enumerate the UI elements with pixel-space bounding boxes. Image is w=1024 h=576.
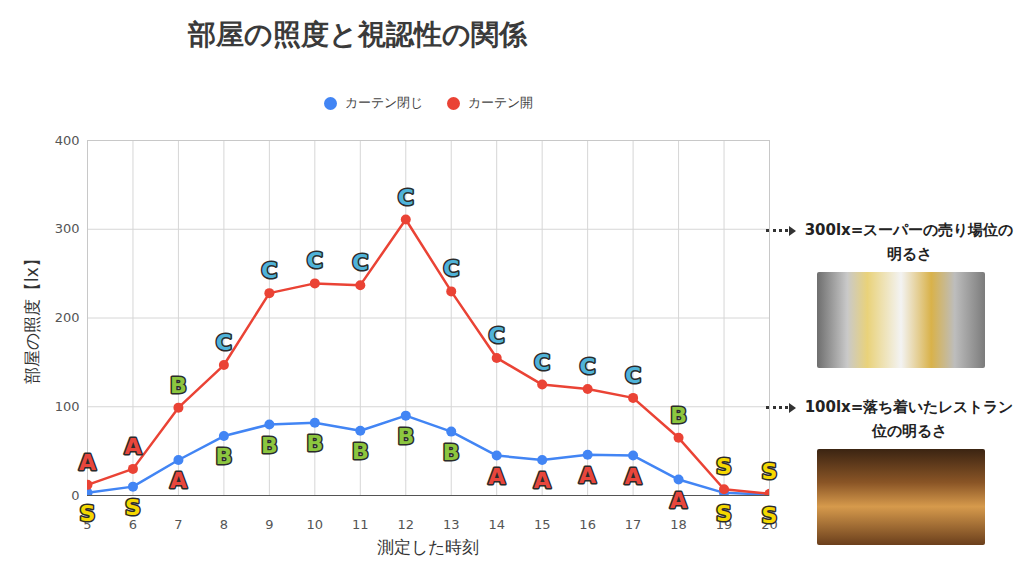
svg-text:C: C <box>443 256 459 281</box>
svg-text:C: C <box>398 185 414 210</box>
svg-text:18: 18 <box>670 517 687 532</box>
svg-text:7: 7 <box>174 517 182 532</box>
html-text:測定した時刻: 測定した時刻 <box>377 537 479 557</box>
html-text:300lx=スーパーの売り場位の明るさ: 300lx=スーパーの売り場位の明るさ <box>804 220 1014 263</box>
svg-text:17: 17 <box>625 517 642 532</box>
svg-text:9: 9 <box>265 517 273 532</box>
svg-text:300: 300 <box>55 221 80 236</box>
svg-text:B: B <box>216 444 233 469</box>
svg-text:B: B <box>352 439 369 464</box>
svg-text:15: 15 <box>534 517 551 532</box>
svg-text:400: 400 <box>55 133 80 148</box>
svg-text:A: A <box>579 463 596 488</box>
svg-text:A: A <box>670 488 687 513</box>
html-text:部屋の照度【lx】: 部屋の照度【lx】 <box>21 250 42 384</box>
svg-text:A: A <box>534 468 551 493</box>
svg-text:200: 200 <box>55 310 80 325</box>
svg-text:B: B <box>261 433 278 458</box>
svg-text:S: S <box>716 501 732 526</box>
svg-text:B: B <box>397 424 414 449</box>
svg-text:16: 16 <box>579 517 596 532</box>
svg-text:14: 14 <box>488 517 505 532</box>
svg-text:0: 0 <box>71 488 79 503</box>
html-text:部屋の照度と視認性の関係: 部屋の照度と視認性の関係 <box>188 18 527 51</box>
svg-text:C: C <box>489 323 505 348</box>
html-text:カーテン開: カーテン開 <box>467 95 533 110</box>
svg-text:100: 100 <box>55 399 80 414</box>
svg-text:B: B <box>443 440 460 465</box>
svg-text:A: A <box>625 464 642 489</box>
svg-text:13: 13 <box>443 517 460 532</box>
svg-text:B: B <box>170 373 187 398</box>
svg-text:6: 6 <box>128 516 138 532</box>
svg-text:A: A <box>170 468 187 493</box>
svg-text:C: C <box>307 248 323 273</box>
svg-text:S: S <box>80 501 96 526</box>
svg-text:C: C <box>216 330 232 355</box>
html-text:100lx=落ち着いたレストラン位の明るさ: 100lx=落ち着いたレストラン位の明るさ <box>804 398 1014 441</box>
svg-text:S: S <box>716 454 732 479</box>
svg-text:S: S <box>125 495 141 520</box>
svg-text:S: S <box>762 459 778 484</box>
svg-text:C: C <box>580 354 596 379</box>
svg-text:A: A <box>124 434 141 459</box>
svg-text:12: 12 <box>397 517 414 532</box>
svg-text:C: C <box>352 250 368 275</box>
svg-text:A: A <box>79 450 96 475</box>
svg-text:B: B <box>306 431 323 456</box>
svg-text:S: S <box>762 503 778 528</box>
svg-text:C: C <box>534 350 550 375</box>
svg-text:C: C <box>625 363 641 388</box>
svg-text:11: 11 <box>352 517 369 532</box>
svg-text:8: 8 <box>220 517 228 532</box>
html-text:カーテン閉じ: カーテン閉じ <box>344 95 423 110</box>
svg-text:A: A <box>488 464 505 489</box>
svg-text:C: C <box>261 258 277 283</box>
svg-text:10: 10 <box>307 517 324 532</box>
svg-text:B: B <box>670 403 687 428</box>
